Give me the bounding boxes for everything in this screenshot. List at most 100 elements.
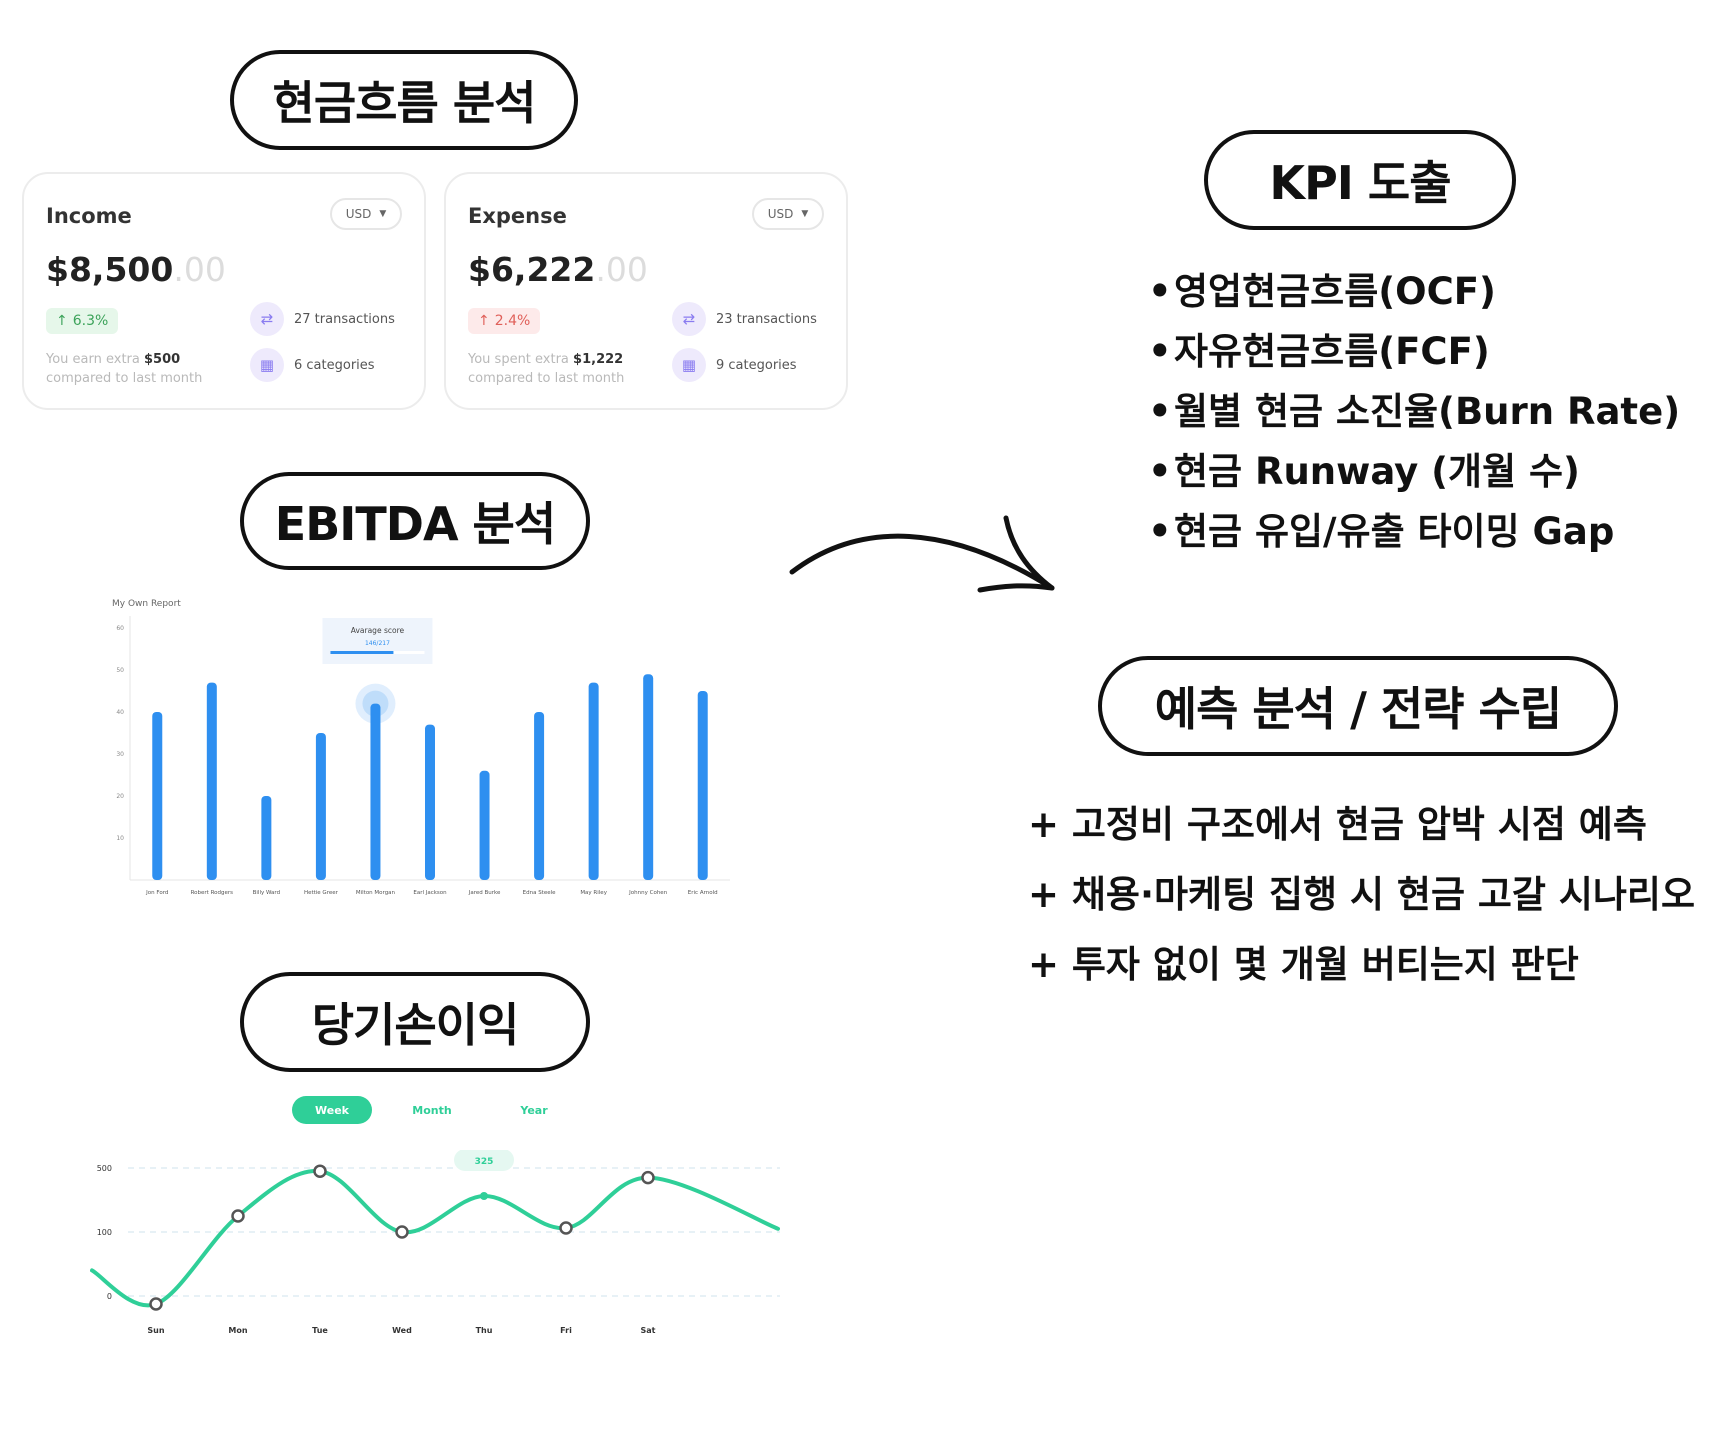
- bar[interactable]: [697, 691, 708, 880]
- bullet-icon: •: [1148, 510, 1172, 553]
- forecast-list: + 고정비 구조에서 현금 압박 시점 예측 + 채용·마케팅 집행 시 현금 …: [1028, 790, 1695, 1000]
- data-point-active[interactable]: [480, 1192, 488, 1200]
- kpi-title: KPI 도출: [1204, 130, 1516, 230]
- expense-transactions[interactable]: ⇄ 23 transactions: [672, 302, 817, 336]
- y-tick-label: 40: [116, 709, 124, 716]
- bar[interactable]: [588, 682, 599, 880]
- expense-change-value: 2.4%: [494, 313, 531, 329]
- transfer-icon: ⇄: [250, 302, 284, 336]
- tab-year-label: Year: [520, 1103, 548, 1117]
- forecast-item: + 고정비 구조에서 현금 압박 시점 예측: [1028, 803, 1647, 846]
- forecast-item: + 채용·마케팅 집행 시 현금 고갈 시나리오: [1028, 873, 1695, 916]
- bar[interactable]: [425, 724, 435, 880]
- y-tick-label: 30: [116, 751, 124, 758]
- bar[interactable]: [479, 770, 490, 880]
- kpi-item-label: 현금 유입/유출 타이밍 Gap: [1174, 510, 1615, 553]
- callout-label: 325: [475, 1157, 494, 1167]
- ebitda-title: EBITDA 분석: [240, 472, 590, 570]
- income-change-badge: ↑ 6.3%: [46, 308, 119, 334]
- forecast-item: + 투자 없이 몇 개월 버티는지 판단: [1028, 943, 1579, 986]
- net-income-title: 당기손이익: [240, 972, 590, 1072]
- bar-highlight-inner: [362, 690, 389, 717]
- bullet-icon: •: [1148, 270, 1172, 313]
- arrow-up-icon: ↑: [56, 313, 68, 329]
- bar[interactable]: [152, 712, 163, 880]
- tab-month[interactable]: Month: [392, 1096, 472, 1124]
- flow-arrow-icon: [789, 515, 1055, 593]
- x-tick-label: Earl Jackson: [413, 890, 447, 896]
- income-note: You earn extra $500 compared to last mon…: [46, 350, 236, 388]
- income-note-prefix: You earn extra: [46, 352, 140, 367]
- income-transactions[interactable]: ⇄ 27 transactions: [250, 302, 395, 336]
- data-point[interactable]: [641, 1170, 655, 1185]
- tooltip-box: [322, 618, 433, 664]
- tooltip-label: Avarage score: [351, 626, 405, 635]
- bullet-icon: •: [1148, 330, 1172, 373]
- data-point[interactable]: [149, 1297, 163, 1311]
- y-tick-label: 0: [107, 1292, 112, 1301]
- kpi-item: •영업현금흐름(OCF): [1148, 262, 1680, 322]
- x-tick-label: Billy Ward: [253, 890, 280, 896]
- kpi-list: •영업현금흐름(OCF) •자유현금흐름(FCF) •월별 현금 소진율(Bur…: [1148, 262, 1680, 562]
- tooltip-value: 146/217: [365, 640, 390, 647]
- expense-categories[interactable]: ▦ 9 categories: [672, 348, 797, 382]
- data-point[interactable]: [559, 1221, 573, 1235]
- expense-card: Expense USD ▼ $6,222.00 ↑ 2.4% You spent…: [444, 172, 848, 410]
- income-transactions-label: 27 transactions: [294, 311, 395, 327]
- expense-note-suffix: compared to last month: [468, 371, 625, 386]
- x-tick-label: Jared Burke: [468, 890, 501, 896]
- net-income-line-chart: 500 100 0 Sun Mon Tue Wed Thu Fri Sat 325: [90, 1150, 780, 1335]
- arrow-up-icon: ↑: [478, 313, 490, 329]
- tab-month-label: Month: [412, 1103, 452, 1117]
- x-tick-label: Jon Ford: [145, 890, 168, 896]
- currency-select[interactable]: USD ▼: [330, 198, 402, 230]
- income-note-value: $500: [144, 352, 181, 367]
- chevron-down-icon: ▼: [379, 209, 387, 219]
- income-categories-label: 6 categories: [294, 357, 375, 373]
- income-amount-value: $8,500: [46, 250, 174, 289]
- transfer-icon: ⇄: [672, 302, 706, 336]
- bar[interactable]: [206, 682, 217, 880]
- bullet-icon: •: [1148, 450, 1172, 493]
- currency-label: USD: [345, 207, 372, 221]
- x-tick-label: Hettie Greer: [304, 890, 339, 896]
- tab-year[interactable]: Year: [494, 1096, 574, 1124]
- bar[interactable]: [643, 674, 654, 880]
- expense-amount-decimal: .00: [595, 250, 648, 289]
- currency-select[interactable]: USD ▼: [752, 198, 824, 230]
- income-amount: $8,500.00: [46, 250, 226, 289]
- grid-icon: ▦: [672, 348, 706, 382]
- tooltip-progress: [330, 651, 394, 654]
- kpi-item-label: 월별 현금 소진율(Burn Rate): [1174, 390, 1681, 433]
- x-tick-label: Johnny Cohen: [628, 890, 668, 896]
- currency-label: USD: [767, 207, 794, 221]
- x-tick-label: Robert Rodgers: [191, 890, 234, 896]
- bar[interactable]: [534, 712, 545, 880]
- bullet-icon: •: [1148, 390, 1172, 433]
- income-categories[interactable]: ▦ 6 categories: [250, 348, 375, 382]
- y-tick-label: 100: [97, 1228, 112, 1237]
- y-tick-label: 500: [97, 1164, 112, 1173]
- y-tick-label: 50: [116, 667, 124, 674]
- data-point[interactable]: [313, 1164, 327, 1178]
- expense-transactions-label: 23 transactions: [716, 311, 817, 327]
- bar[interactable]: [370, 703, 381, 880]
- x-tick-label: Eric Arnold: [688, 890, 718, 896]
- kpi-item: •자유현금흐름(FCF): [1148, 322, 1680, 382]
- x-tick-label: Mon: [228, 1326, 247, 1335]
- tab-week[interactable]: Week: [292, 1096, 372, 1124]
- bar[interactable]: [261, 796, 272, 880]
- expense-change-badge: ↑ 2.4%: [468, 308, 541, 334]
- x-tick-label: Wed: [392, 1326, 412, 1335]
- data-point[interactable]: [395, 1225, 409, 1239]
- x-tick-label: Tue: [312, 1326, 328, 1335]
- ebitda-bar-chart: My Own Report 10 20 30 40 50 60 Jon Ford Robert …: [112, 599, 730, 896]
- kpi-item: •월별 현금 소진율(Burn Rate): [1148, 382, 1680, 442]
- kpi-item-label: 현금 Runway (개월 수): [1174, 450, 1580, 493]
- data-point[interactable]: [231, 1209, 245, 1223]
- x-tick-label: May Riley: [580, 890, 607, 896]
- bar[interactable]: [315, 733, 326, 880]
- x-tick-label: Thu: [476, 1326, 493, 1335]
- expense-card-title: Expense: [468, 204, 567, 228]
- chevron-down-icon: ▼: [801, 209, 809, 219]
